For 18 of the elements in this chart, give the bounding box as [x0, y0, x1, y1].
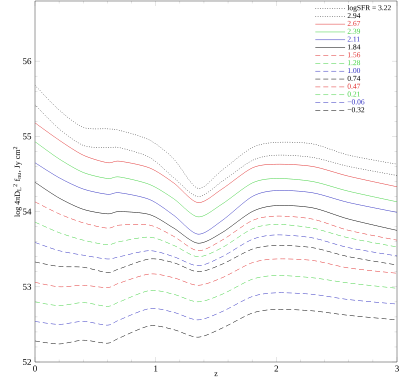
y-tick-label: 56 [23, 58, 32, 64]
y-tick-label: 55 [23, 133, 32, 140]
line-series [35, 162, 397, 234]
y-tick-label: 54 [23, 208, 32, 215]
line-series [35, 141, 397, 218]
line-series [35, 202, 397, 251]
y-tick-label: 53 [23, 284, 32, 290]
line-series [35, 258, 397, 288]
line-series [35, 234, 397, 266]
line-series [35, 292, 397, 326]
y-tick-label: 52 [23, 358, 31, 366]
x-tick-label: 1 [154, 366, 158, 372]
line-series [35, 222, 397, 257]
x-tick-label: 3 [395, 366, 399, 372]
line-series [35, 275, 397, 307]
x-tick-label: 0 [33, 366, 37, 372]
line-series [35, 122, 397, 203]
x-tick-label: 2 [274, 366, 278, 372]
